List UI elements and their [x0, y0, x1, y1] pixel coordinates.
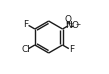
Text: −: −: [75, 21, 80, 26]
Text: O: O: [71, 21, 78, 30]
Text: +: +: [68, 21, 74, 26]
Text: O: O: [65, 15, 72, 24]
Text: F: F: [24, 20, 29, 28]
Text: F: F: [69, 46, 74, 54]
Text: N: N: [65, 21, 72, 30]
Text: Cl: Cl: [22, 46, 31, 54]
